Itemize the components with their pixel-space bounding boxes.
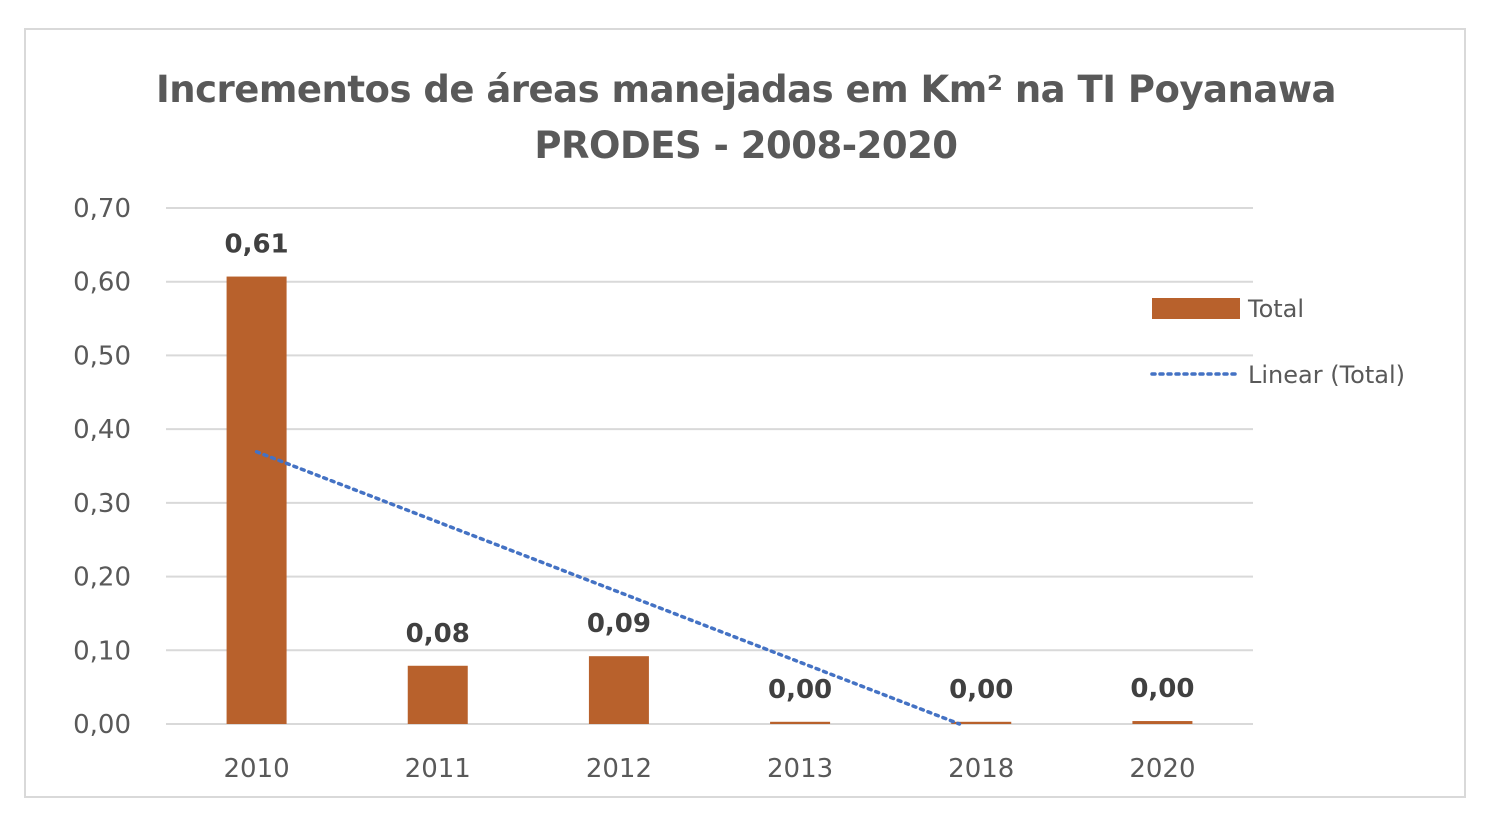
- legend: Total Linear (Total): [1150, 295, 1405, 389]
- data-label-2012: 0,09: [587, 609, 651, 639]
- x-axis-tick-labels: 2010 2011 2012 2013 2018 2020: [223, 754, 1195, 784]
- x-tick-label: 2020: [1129, 754, 1195, 784]
- data-labels: 0,61 0,08 0,09 0,00 0,00 0,00: [225, 230, 1195, 705]
- y-tick-label: 0,20: [73, 563, 131, 593]
- data-label-2013: 0,00: [768, 675, 832, 705]
- y-tick-label: 0,50: [73, 341, 131, 371]
- y-tick-label: 0,30: [73, 489, 131, 519]
- bar-2018: [951, 721, 1012, 724]
- y-tick-label: 0,70: [73, 194, 131, 224]
- trendline: [254, 449, 962, 726]
- bar-2012: [588, 656, 649, 724]
- y-tick-label: 0,60: [73, 268, 131, 298]
- y-tick-label: 0,00: [73, 710, 131, 740]
- x-tick-label: 2013: [767, 754, 833, 784]
- x-tick-label: 2010: [223, 754, 289, 784]
- chart-title: Incrementos de áreas manejadas em Km² na…: [0, 62, 1492, 174]
- data-label-2020: 0,00: [1130, 674, 1194, 704]
- chart-title-line: Incrementos de áreas manejadas em Km² na…: [156, 68, 1337, 111]
- trendline-linear: [254, 449, 962, 726]
- legend-label-total: Total: [1247, 295, 1304, 323]
- bar-2011: [407, 665, 468, 724]
- x-tick-label: 2011: [405, 754, 471, 784]
- data-label-2011: 0,08: [406, 619, 470, 649]
- y-tick-label: 0,10: [73, 636, 131, 666]
- data-label-2010: 0,61: [225, 230, 289, 260]
- bar-2013: [770, 721, 831, 724]
- x-tick-label: 2012: [586, 754, 652, 784]
- bars: [226, 276, 1193, 724]
- bar-2010: [226, 276, 287, 724]
- legend-label-trendline: Linear (Total): [1248, 361, 1405, 389]
- bar-2020: [1132, 721, 1193, 724]
- legend-swatch-total: [1152, 298, 1240, 319]
- y-axis-tick-labels: 0,00 0,10 0,20 0,30 0,40 0,50 0,60 0,70: [73, 194, 131, 740]
- x-tick-label: 2018: [948, 754, 1014, 784]
- y-tick-label: 0,40: [73, 415, 131, 445]
- chart-subtitle: PRODES - 2008-2020: [534, 124, 958, 167]
- data-label-2018: 0,00: [949, 675, 1013, 705]
- grid-lines: [166, 207, 1253, 725]
